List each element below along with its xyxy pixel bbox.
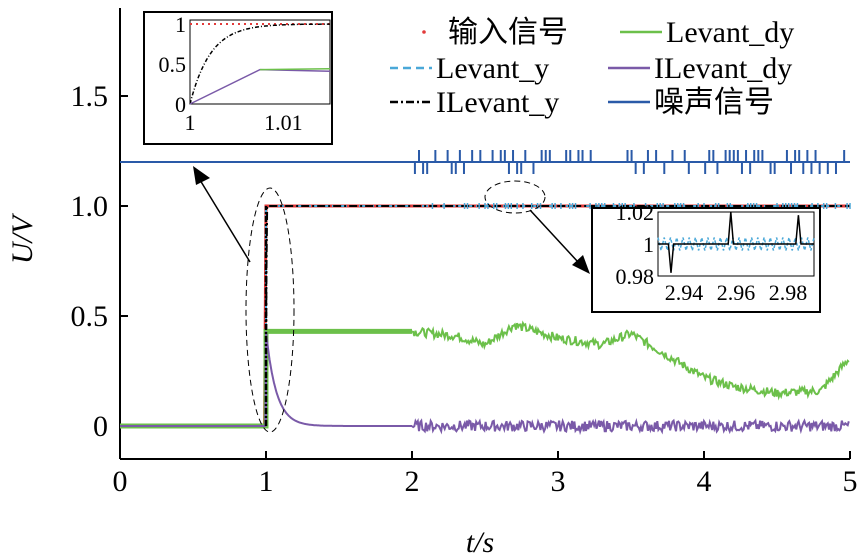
inset-step-levant-dy xyxy=(259,68,331,71)
x-tick-label: 3 xyxy=(551,465,566,498)
inset-step-frame xyxy=(143,11,333,145)
y-tick-label: 1.5 xyxy=(71,80,109,113)
x-tick-label: 1 xyxy=(259,465,274,498)
zoom-arrow-right-head xyxy=(572,255,590,274)
legend-entry: Levant_dy xyxy=(620,16,794,49)
inset-noise-zoom: 2.94 2.96 2.98 0.98 1 1.02 xyxy=(591,200,821,313)
inset-step-y-tick: 0 xyxy=(175,92,186,117)
inset-noise-y-tick: 0.98 xyxy=(616,264,655,289)
inset-step-ticks: 1 1.01 0 0.5 1 xyxy=(159,12,303,135)
zoom-arrow-left-head xyxy=(193,166,210,185)
x-tick-label: 2 xyxy=(405,465,420,498)
legend-label: 输入信号 xyxy=(448,16,568,49)
y-tick-label: 1.0 xyxy=(71,190,109,223)
zoom-region-ellipse-step xyxy=(245,187,295,433)
ticks-layer: 0 1 2 3 4 500.51.01.5 xyxy=(71,80,858,498)
legend-label: Levant_y xyxy=(436,52,549,85)
legend: 输入信号 Levant_dy Levant_y ILevant_dy ILevant_y… xyxy=(390,16,794,119)
legend-label: ILevant_dy xyxy=(654,52,792,85)
inset-noise-x-tick: 2.98 xyxy=(769,280,808,305)
zoom-arrow-right xyxy=(529,209,579,263)
inset-step-y-tick: 0.5 xyxy=(159,52,187,77)
zoom-region-ellipse-noise xyxy=(484,180,546,214)
legend-entry: 输入信号 xyxy=(422,16,568,49)
x-tick-label: 4 xyxy=(697,465,712,498)
x-tick-label: 5 xyxy=(843,465,858,498)
zoom-arrow-left xyxy=(199,179,251,263)
inset-noise-y-tick: 1 xyxy=(643,232,654,257)
inset-step-x-tick: 1.01 xyxy=(264,110,303,135)
y-tick-label: 0 xyxy=(93,410,108,443)
legend-entry: ILevant_dy xyxy=(608,52,792,85)
y-axis-label: U/V xyxy=(6,212,39,264)
inset-step-zoom: 1 1.01 0 0.5 1 xyxy=(143,11,333,145)
inset-step-ilevant-y xyxy=(189,23,330,105)
legend-entry: 噪声信号 xyxy=(608,86,774,119)
inset-step-axes xyxy=(189,19,331,105)
inset-noise-content xyxy=(657,211,815,273)
inset-step-x-tick: 1 xyxy=(185,110,196,135)
x-axis-label: t/s xyxy=(466,526,494,558)
inset-step-y-tick: 1 xyxy=(175,12,186,37)
series-1 xyxy=(411,320,850,401)
inset-noise-frame xyxy=(591,207,821,313)
inset-noise-x-tick: 2.94 xyxy=(665,280,704,305)
legend-entry: ILevant_y xyxy=(390,86,559,119)
inset-noise-ticks: 2.94 2.96 2.98 0.98 1 1.02 xyxy=(616,200,808,305)
inset-noise-y-tick: 1.02 xyxy=(616,200,655,225)
x-tick-label: 0 xyxy=(113,465,128,498)
legend-label: 噪声信号 xyxy=(654,86,774,119)
y-tick-label: 0.5 xyxy=(71,300,109,333)
legend-label: ILevant_y xyxy=(436,86,559,119)
inset-noise-ilevant-y xyxy=(658,211,814,273)
legend-label: Levant_dy xyxy=(666,16,794,49)
legend-swatch xyxy=(422,30,426,34)
series-5 xyxy=(120,150,850,174)
inset-step-content xyxy=(189,23,331,105)
inset-noise-x-tick: 2.96 xyxy=(717,280,756,305)
series-layer xyxy=(120,150,851,436)
series-3 xyxy=(411,417,850,436)
legend-entry: Levant_y xyxy=(390,52,549,85)
